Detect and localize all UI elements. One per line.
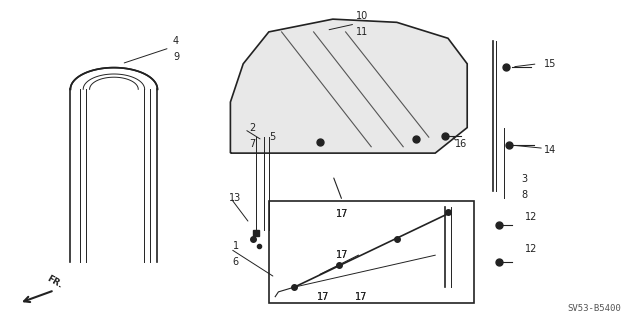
Text: 17: 17 xyxy=(336,250,349,260)
Text: 6: 6 xyxy=(232,256,239,267)
Text: 17: 17 xyxy=(317,292,330,302)
Text: 11: 11 xyxy=(355,27,368,37)
Text: SV53-B5400: SV53-B5400 xyxy=(567,304,621,313)
Text: 16: 16 xyxy=(454,138,467,149)
Text: 8: 8 xyxy=(522,189,528,200)
Text: 17: 17 xyxy=(317,292,330,302)
Text: 15: 15 xyxy=(544,59,557,69)
Text: 17: 17 xyxy=(355,292,368,302)
Text: 1: 1 xyxy=(232,241,239,251)
Text: 9: 9 xyxy=(173,52,179,63)
PathPatch shape xyxy=(230,19,467,153)
Text: 17: 17 xyxy=(336,250,349,260)
Text: 4: 4 xyxy=(173,36,179,47)
Text: 17: 17 xyxy=(336,209,349,219)
Text: 3: 3 xyxy=(522,174,528,184)
Text: 2: 2 xyxy=(250,122,256,133)
Text: 14: 14 xyxy=(544,145,557,155)
Text: 10: 10 xyxy=(355,11,368,21)
Text: 12: 12 xyxy=(525,212,538,222)
Text: 12: 12 xyxy=(525,244,538,254)
Text: 7: 7 xyxy=(250,138,256,149)
Text: 17: 17 xyxy=(336,209,349,219)
Text: 5: 5 xyxy=(269,132,275,142)
Text: FR.: FR. xyxy=(45,274,63,290)
Text: 17: 17 xyxy=(355,292,368,302)
Text: 13: 13 xyxy=(229,193,242,203)
